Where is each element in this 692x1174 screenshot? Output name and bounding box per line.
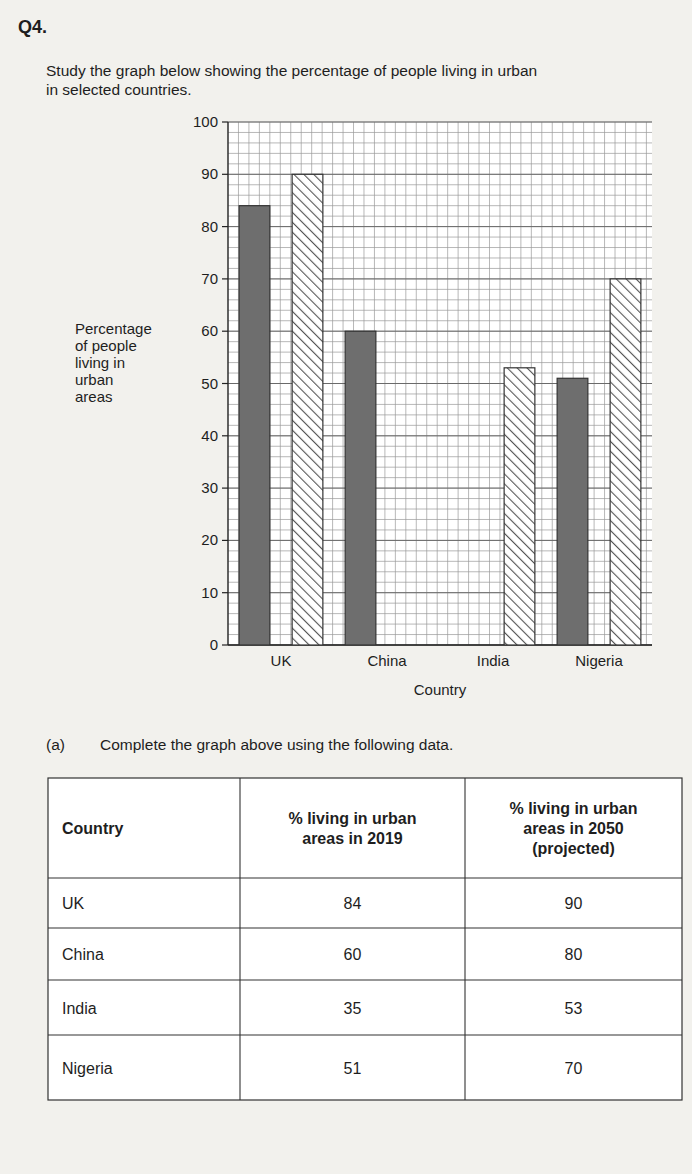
- grid-line-minor: [228, 142, 652, 143]
- y-tick: [222, 278, 228, 279]
- bar: [610, 279, 641, 645]
- table-cell: 70: [565, 1060, 583, 1077]
- y-tick-label: 70: [201, 270, 218, 287]
- grid-line-minor: [228, 132, 652, 133]
- table-cell: 84: [344, 895, 362, 912]
- y-tick: [222, 488, 228, 489]
- table-frame: [48, 778, 682, 1100]
- y-tick: [222, 540, 228, 541]
- table-cell: 60: [344, 946, 362, 963]
- x-axis-label: Country: [414, 681, 467, 698]
- table-rule: [48, 877, 682, 878]
- y-tick-label: 40: [201, 427, 218, 444]
- y-tick-label: 30: [201, 479, 218, 496]
- table-header: areas in 2050: [523, 820, 624, 837]
- y-tick-label: 90: [201, 165, 218, 182]
- plot-bg: [228, 122, 652, 645]
- grid-line-minor: [228, 163, 652, 164]
- table-cell: 80: [565, 946, 583, 963]
- y-tick: [222, 383, 228, 384]
- y-axis-label: areas: [75, 388, 113, 405]
- table-cell: India: [62, 1000, 97, 1017]
- part-label: (a): [46, 736, 65, 753]
- y-tick: [222, 644, 228, 645]
- table-cell: 51: [344, 1060, 362, 1077]
- y-tick-label: 80: [201, 218, 218, 235]
- y-tick: [222, 331, 228, 332]
- y-tick-label: 10: [201, 584, 218, 601]
- table-cell: China: [62, 946, 104, 963]
- y-tick: [222, 226, 228, 227]
- x-tick-label: UK: [271, 652, 292, 669]
- x-tick-label: Nigeria: [575, 652, 623, 669]
- question-text: Study the graph below showing the percen…: [46, 62, 537, 79]
- table-rule: [48, 979, 682, 980]
- table-cell: UK: [62, 895, 85, 912]
- y-axis-label: living in: [75, 354, 125, 371]
- page: Q4. Study the graph below showing the per…: [0, 0, 692, 1174]
- part-text: Complete the graph above using the follo…: [100, 736, 453, 753]
- question-number: Q4.: [18, 17, 47, 37]
- y-tick: [222, 121, 228, 122]
- y-axis-label: urban: [75, 371, 113, 388]
- question-text: in selected countries.: [46, 81, 192, 98]
- grid-line-minor: [228, 153, 652, 154]
- bar: [239, 206, 270, 645]
- grid-line: [228, 122, 652, 123]
- bar: [345, 331, 376, 645]
- table-cell: Nigeria: [62, 1060, 113, 1077]
- bar: [292, 174, 323, 645]
- y-tick: [222, 174, 228, 175]
- y-tick-label: 50: [201, 375, 218, 392]
- table-rule: [239, 778, 240, 1100]
- y-tick: [222, 592, 228, 593]
- bar: [504, 368, 535, 645]
- y-tick-label: 0: [210, 636, 218, 653]
- x-tick-label: India: [477, 652, 510, 669]
- table-header: Country: [62, 820, 123, 837]
- grid-line-minor: [228, 122, 652, 123]
- y-tick: [222, 435, 228, 436]
- y-axis-label: Percentage: [75, 320, 152, 337]
- x-tick-label: China: [367, 652, 407, 669]
- y-tick-label: 60: [201, 322, 218, 339]
- table-header: % living in urban: [509, 800, 637, 817]
- table-cell: 90: [565, 895, 583, 912]
- bar: [557, 378, 588, 645]
- table-rule: [48, 927, 682, 928]
- table-rule: [464, 778, 465, 1100]
- chart: 0 10 20 30 40 50 60 70 80 90 100 UK China India Nigeri…: [75, 113, 652, 698]
- y-tick-label: 20: [201, 531, 218, 548]
- table-cell: 35: [344, 1000, 362, 1017]
- table-rule: [48, 1034, 682, 1035]
- table-header: areas in 2019: [302, 830, 403, 847]
- table-header: (projected): [532, 840, 615, 857]
- y-axis-label: of people: [75, 337, 137, 354]
- y-tick-label: 100: [193, 113, 218, 130]
- table-header: % living in urban: [288, 810, 416, 827]
- table: Country % living in urban areas in 2019 % l…: [48, 778, 682, 1100]
- table-cell: 53: [565, 1000, 583, 1017]
- bars: [239, 174, 641, 645]
